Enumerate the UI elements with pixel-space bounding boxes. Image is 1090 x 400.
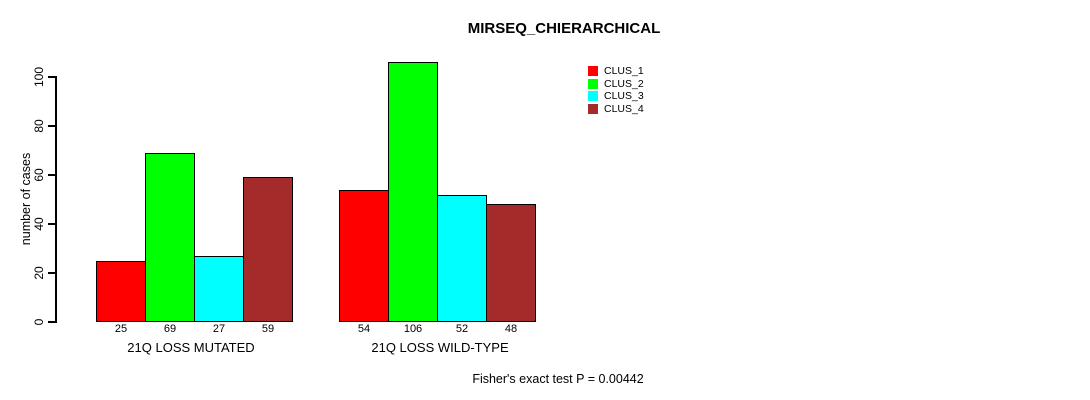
group-label: 21Q LOSS MUTATED [127, 340, 255, 355]
legend-swatch-clus_3 [588, 91, 598, 102]
bar-clus_2-group2 [388, 62, 438, 322]
bar-value-label: 54 [357, 323, 371, 335]
legend-swatch-clus_4 [588, 103, 598, 114]
legend-swatch-clus_2 [588, 78, 598, 89]
bar-clus_2-group1 [145, 153, 195, 322]
y-axis-tick [48, 76, 55, 78]
chart-title: MIRSEQ_CHIERARCHICAL [467, 20, 661, 37]
y-axis-tick-label: 60 [32, 168, 46, 182]
legend-row: CLUS_2 [588, 78, 644, 91]
y-axis-tick-label: 0 [32, 318, 46, 326]
y-axis-label: number of cases [18, 152, 33, 246]
legend-label: CLUS_2 [604, 77, 644, 90]
bar-value-label: 106 [403, 323, 423, 335]
y-axis-tick [48, 174, 55, 176]
bar-value-label: 27 [212, 323, 226, 335]
legend-row: CLUS_4 [588, 103, 644, 116]
legend-swatch-clus_1 [588, 66, 598, 77]
bar-clus_4-group1 [243, 177, 293, 322]
y-axis-tick [48, 223, 55, 225]
bar-value-label: 69 [163, 323, 177, 335]
y-axis-tick [48, 321, 55, 323]
legend-label: CLUS_4 [604, 102, 644, 115]
y-axis-tick-label: 20 [32, 266, 46, 280]
group-label: 21Q LOSS WILD-TYPE [371, 340, 509, 355]
y-axis-tick [48, 272, 55, 274]
legend-label: CLUS_1 [604, 65, 644, 77]
bar-clus_1-group2 [339, 190, 389, 322]
y-axis-tick-label: 40 [32, 217, 46, 231]
footnote-text: Fisher's exact test P = 0.00442 [472, 372, 644, 386]
y-axis-line [55, 76, 57, 323]
bar-clus_3-group2 [437, 195, 487, 322]
bar-value-label: 48 [504, 323, 518, 335]
y-axis-tick-label: 80 [32, 119, 46, 133]
legend-row: CLUS_1 [588, 65, 644, 78]
bar-clus_4-group2 [486, 204, 536, 322]
bar-value-label: 25 [114, 323, 128, 335]
legend-label: CLUS_3 [604, 90, 644, 102]
bar-clus_3-group1 [194, 256, 244, 322]
y-axis-tick-label: 100 [32, 66, 46, 88]
bar-clus_1-group1 [96, 261, 146, 322]
y-axis-tick [48, 125, 55, 127]
legend-row: CLUS_3 [588, 90, 644, 103]
bar-value-label: 59 [261, 323, 275, 335]
bar-value-label: 52 [455, 323, 469, 335]
legend: CLUS_1 CLUS_2 CLUS_3 CLUS_4 [588, 65, 644, 115]
